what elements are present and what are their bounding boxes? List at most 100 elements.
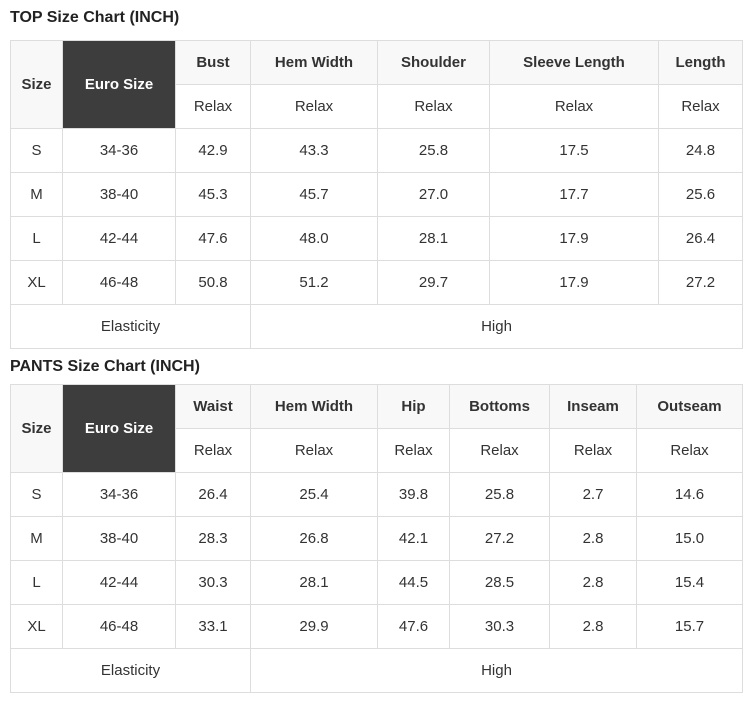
size-cell: S	[10, 128, 63, 173]
elasticity-label-cell: Elasticity	[10, 648, 251, 693]
top-col-header-length: Length	[658, 40, 743, 85]
pants-col-header-hip: Hip	[377, 384, 450, 429]
value-cell: 14.6	[636, 472, 743, 517]
pants-header-row: Size Euro Size Waist Hem Width Hip Botto…	[10, 384, 743, 473]
value-cell: 26.8	[250, 516, 378, 561]
size-cell: XL	[10, 604, 63, 649]
top-size-chart-title: TOP Size Chart (INCH)	[10, 9, 180, 26]
pants-row-s: S 34-36 26.4 25.4 39.8 25.8 2.7 14.6	[10, 472, 743, 517]
value-cell: 25.6	[658, 172, 743, 217]
value-cell: 42.9	[175, 128, 251, 173]
top-row-l: L 42-44 47.6 48.0 28.1 17.9 26.4	[10, 216, 743, 261]
euro-size-cell: 46-48	[62, 604, 176, 649]
euro-size-cell: 34-36	[62, 472, 176, 517]
euro-size-cell: 42-44	[62, 216, 176, 261]
top-elasticity-row: Elasticity High	[10, 304, 743, 349]
pants-euro-size-column-header: Euro Size	[62, 384, 176, 473]
value-cell: 17.5	[489, 128, 659, 173]
pants-col-header-hem-width: Hem Width	[250, 384, 378, 429]
elasticity-value-cell: High	[250, 648, 743, 693]
pants-elasticity-row: Elasticity High	[10, 648, 743, 693]
value-cell: 30.3	[175, 560, 251, 605]
pants-col-header-outseam: Outseam	[636, 384, 743, 429]
value-cell: 47.6	[175, 216, 251, 261]
value-cell: 2.8	[549, 560, 637, 605]
fit-cell: Relax	[658, 84, 743, 129]
pants-size-column-header: Size	[10, 384, 63, 473]
value-cell: 2.8	[549, 604, 637, 649]
top-header-row: Size Euro Size Bust Hem Width Shoulder S…	[10, 40, 743, 129]
value-cell: 33.1	[175, 604, 251, 649]
value-cell: 25.8	[449, 472, 550, 517]
value-cell: 42.1	[377, 516, 450, 561]
top-fit-row: Relax Relax Relax Relax Relax	[11, 84, 743, 129]
value-cell: 45.7	[250, 172, 378, 217]
value-cell: 26.4	[658, 216, 743, 261]
value-cell: 44.5	[377, 560, 450, 605]
pants-fit-row: Relax Relax Relax Relax Relax Relax	[11, 428, 743, 473]
pants-col-header-inseam: Inseam	[549, 384, 637, 429]
value-cell: 28.1	[250, 560, 378, 605]
value-cell: 48.0	[250, 216, 378, 261]
value-cell: 39.8	[377, 472, 450, 517]
elasticity-label-cell: Elasticity	[10, 304, 251, 349]
value-cell: 17.9	[489, 260, 659, 305]
value-cell: 25.4	[250, 472, 378, 517]
value-cell: 26.4	[175, 472, 251, 517]
value-cell: 47.6	[377, 604, 450, 649]
size-cell: XL	[10, 260, 63, 305]
value-cell: 28.3	[175, 516, 251, 561]
euro-size-cell: 42-44	[62, 560, 176, 605]
top-col-header-sleeve-length: Sleeve Length	[489, 40, 659, 85]
value-cell: 45.3	[175, 172, 251, 217]
value-cell: 2.7	[549, 472, 637, 517]
value-cell: 50.8	[175, 260, 251, 305]
value-cell: 15.0	[636, 516, 743, 561]
value-cell: 29.9	[250, 604, 378, 649]
top-euro-size-column-header: Euro Size	[62, 40, 176, 129]
size-cell: L	[10, 216, 63, 261]
fit-cell: Relax	[250, 84, 378, 129]
fit-cell: Relax	[549, 428, 637, 473]
fit-cell: Relax	[377, 428, 450, 473]
top-col-header-hem-width: Hem Width	[250, 40, 378, 85]
value-cell: 24.8	[658, 128, 743, 173]
value-cell: 51.2	[250, 260, 378, 305]
top-size-column-header: Size	[10, 40, 63, 129]
value-cell: 15.4	[636, 560, 743, 605]
euro-size-cell: 46-48	[62, 260, 176, 305]
top-col-header-shoulder: Shoulder	[377, 40, 490, 85]
euro-size-cell: 38-40	[62, 516, 176, 561]
value-cell: 27.0	[377, 172, 490, 217]
top-size-chart-table: Size Euro Size Bust Hem Width Shoulder S…	[10, 40, 743, 349]
elasticity-value-cell: High	[250, 304, 743, 349]
pants-size-chart-title: PANTS Size Chart (INCH)	[10, 358, 200, 375]
value-cell: 43.3	[250, 128, 378, 173]
size-cell: L	[10, 560, 63, 605]
pants-row-m: M 38-40 28.3 26.8 42.1 27.2 2.8 15.0	[10, 516, 743, 561]
value-cell: 2.8	[549, 516, 637, 561]
value-cell: 17.9	[489, 216, 659, 261]
value-cell: 27.2	[449, 516, 550, 561]
euro-size-cell: 38-40	[62, 172, 176, 217]
pants-col-header-bottoms: Bottoms	[449, 384, 550, 429]
value-cell: 25.8	[377, 128, 490, 173]
value-cell: 29.7	[377, 260, 490, 305]
value-cell: 30.3	[449, 604, 550, 649]
fit-cell: Relax	[175, 428, 251, 473]
top-row-s: S 34-36 42.9 43.3 25.8 17.5 24.8	[10, 128, 743, 173]
fit-cell: Relax	[175, 84, 251, 129]
fit-cell: Relax	[250, 428, 378, 473]
value-cell: 17.7	[489, 172, 659, 217]
fit-cell: Relax	[636, 428, 743, 473]
fit-cell: Relax	[377, 84, 490, 129]
value-cell: 28.1	[377, 216, 490, 261]
pants-row-l: L 42-44 30.3 28.1 44.5 28.5 2.8 15.4	[10, 560, 743, 605]
fit-cell: Relax	[449, 428, 550, 473]
fit-cell: Relax	[489, 84, 659, 129]
value-cell: 15.7	[636, 604, 743, 649]
size-cell: S	[10, 472, 63, 517]
value-cell: 28.5	[449, 560, 550, 605]
size-cell: M	[10, 516, 63, 561]
